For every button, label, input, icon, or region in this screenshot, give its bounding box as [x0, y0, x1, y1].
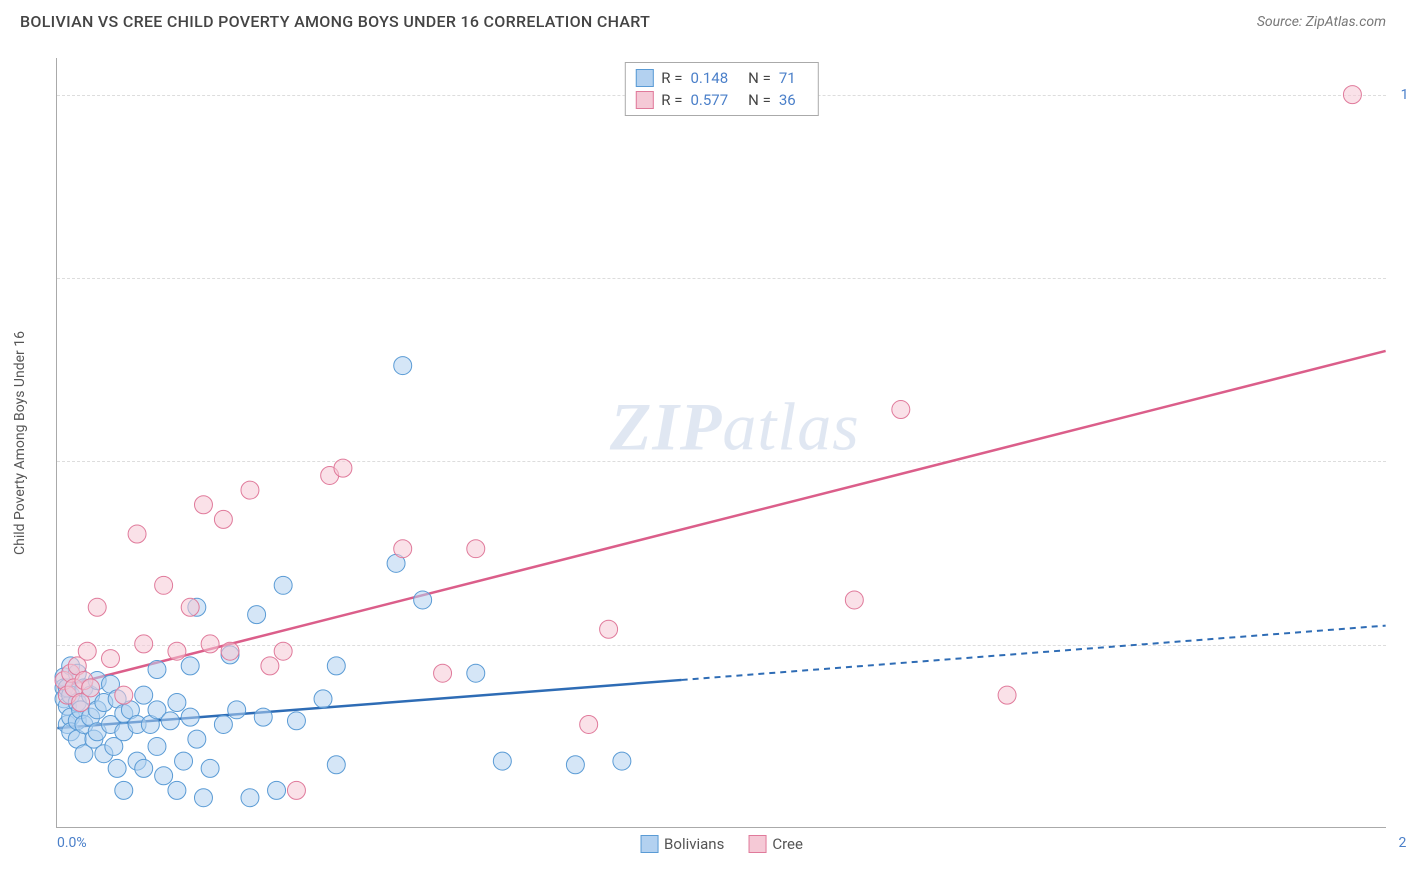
- n-value: 71: [779, 69, 796, 87]
- legend-swatch: [635, 69, 653, 87]
- data-point: [287, 712, 305, 730]
- chart-header: BOLIVIAN VS CREE CHILD POVERTY AMONG BOY…: [0, 0, 1406, 39]
- trend-line-extrapolated: [682, 626, 1386, 680]
- n-value: 36: [779, 91, 796, 109]
- legend-label: Cree: [772, 835, 803, 853]
- data-point: [175, 752, 193, 770]
- legend-label: Bolivians: [664, 835, 724, 853]
- chart-title: BOLIVIAN VS CREE CHILD POVERTY AMONG BOY…: [20, 12, 650, 31]
- legend-item: Cree: [748, 835, 803, 853]
- data-point: [102, 650, 120, 668]
- data-point: [135, 686, 153, 704]
- legend-swatch: [640, 835, 658, 853]
- data-point: [334, 459, 352, 477]
- data-point: [274, 576, 292, 594]
- data-point: [194, 789, 212, 807]
- data-point: [394, 357, 412, 375]
- data-point: [228, 701, 246, 719]
- data-point: [613, 752, 631, 770]
- data-point: [327, 657, 345, 675]
- data-point: [188, 730, 206, 748]
- data-point: [274, 642, 292, 660]
- r-label: R =: [661, 69, 682, 87]
- legend-item: Bolivians: [640, 835, 724, 853]
- correlation-stats-box: R = 0.148 N = 71 R = 0.577 N = 36: [624, 62, 818, 116]
- data-point: [327, 756, 345, 774]
- data-point: [467, 540, 485, 558]
- data-point: [88, 598, 106, 616]
- y-tick-label: 100.0%: [1391, 87, 1406, 103]
- data-point: [181, 657, 199, 675]
- data-point: [261, 657, 279, 675]
- data-point: [892, 401, 910, 419]
- data-point: [181, 708, 199, 726]
- data-point: [168, 694, 186, 712]
- data-point: [1343, 86, 1361, 104]
- data-point: [214, 715, 232, 733]
- data-point: [493, 752, 511, 770]
- data-point: [314, 690, 332, 708]
- y-tick-label: 50.0%: [1391, 453, 1406, 469]
- n-label: N =: [748, 91, 771, 109]
- data-point: [78, 642, 96, 660]
- data-point: [161, 712, 179, 730]
- y-tick-label: 25.0%: [1391, 637, 1406, 653]
- y-axis-label: Child Poverty Among Boys Under 16: [12, 331, 28, 555]
- data-point: [201, 759, 219, 777]
- data-point: [155, 576, 173, 594]
- data-point: [998, 686, 1016, 704]
- trend-line: [57, 351, 1385, 688]
- x-tick-label: 20.0%: [1398, 835, 1406, 851]
- scatter-plot-svg: [57, 58, 1386, 827]
- data-point: [108, 759, 126, 777]
- data-point: [600, 620, 618, 638]
- r-value: 0.148: [690, 69, 728, 87]
- data-point: [287, 781, 305, 799]
- legend-swatch: [635, 91, 653, 109]
- data-point: [580, 715, 598, 733]
- stats-row: R = 0.148 N = 71: [635, 67, 807, 89]
- data-point: [194, 496, 212, 514]
- data-point: [214, 510, 232, 528]
- data-point: [168, 781, 186, 799]
- data-point: [128, 525, 146, 543]
- r-label: R =: [661, 91, 682, 109]
- data-point: [135, 635, 153, 653]
- data-point: [241, 481, 259, 499]
- data-point: [414, 591, 432, 609]
- data-point: [566, 756, 584, 774]
- data-point: [82, 679, 100, 697]
- data-point: [148, 661, 166, 679]
- n-label: N =: [748, 69, 771, 87]
- data-point: [181, 598, 199, 616]
- plot-area: ZIPatlas R =0.148N =71R =0.577N =36 25.0…: [56, 58, 1386, 828]
- data-point: [467, 664, 485, 682]
- data-point: [241, 789, 259, 807]
- chart-source: Source: ZipAtlas.com: [1257, 14, 1386, 30]
- legend-swatch: [748, 835, 766, 853]
- data-point: [434, 664, 452, 682]
- data-point: [155, 767, 173, 785]
- y-tick-label: 75.0%: [1391, 270, 1406, 286]
- data-point: [168, 642, 186, 660]
- stats-row: R = 0.577 N = 36: [635, 89, 807, 111]
- series-legend: Bolivians Cree: [640, 835, 803, 853]
- data-point: [115, 781, 133, 799]
- data-point: [268, 781, 286, 799]
- data-point: [148, 737, 166, 755]
- chart-container: Child Poverty Among Boys Under 16 ZIPatl…: [56, 58, 1386, 828]
- data-point: [135, 759, 153, 777]
- data-point: [254, 708, 272, 726]
- data-point: [115, 686, 133, 704]
- x-tick-label: 0.0%: [57, 835, 87, 851]
- data-point: [221, 642, 239, 660]
- r-value: 0.577: [690, 91, 728, 109]
- data-point: [845, 591, 863, 609]
- data-point: [394, 540, 412, 558]
- data-point: [248, 606, 266, 624]
- data-point: [201, 635, 219, 653]
